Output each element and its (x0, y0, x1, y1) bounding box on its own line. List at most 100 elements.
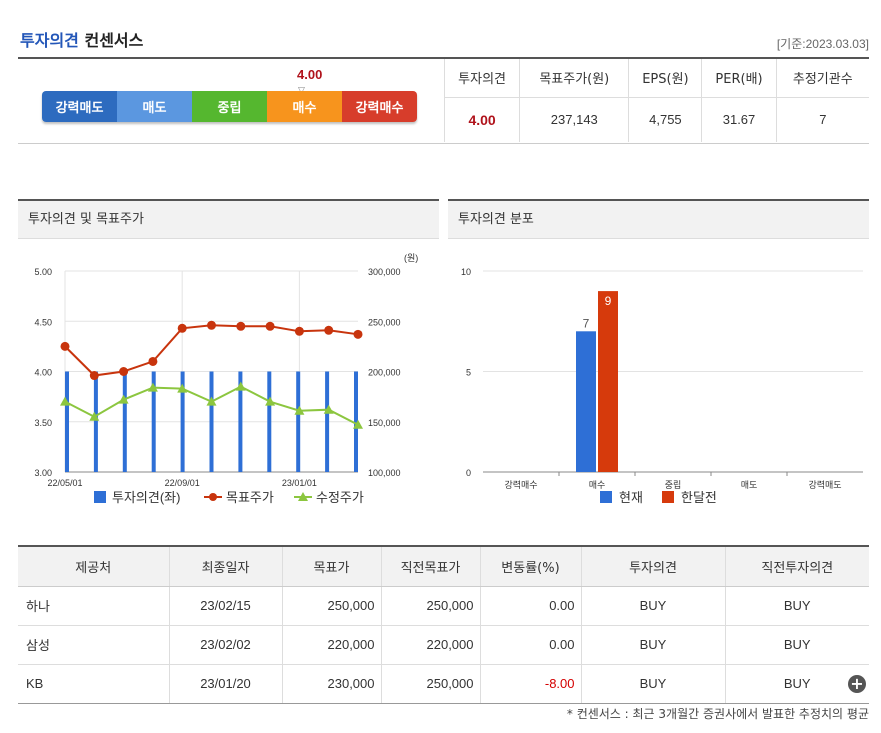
opinion-target-chart: 5.00 4.50 4.00 3.50 3.00 300,000 250,000 200,00… (34, 253, 418, 505)
opinion-bar (122, 371, 127, 472)
page-title: 투자의견 컨센서스 (20, 27, 143, 51)
col-header-prev-opinion: 직전투자의견 (724, 545, 869, 587)
x-tick-label: 22/09/01 (165, 478, 200, 488)
adjusted-price-point (147, 382, 158, 392)
adjusted-price-point (235, 381, 246, 391)
right-tick-label: 150,000 (368, 418, 401, 428)
opinion-bar (238, 371, 243, 472)
x-tick-label: 22/05/01 (47, 478, 82, 488)
distribution-bar (576, 331, 596, 472)
opinion-bar (296, 371, 301, 472)
legend-label: 한달전 (681, 490, 717, 505)
opinion-target-chart-panel: 투자의견 및 목표주가 5.00 4.50 4.00 3.50 3.00 300,000 2… (18, 199, 439, 524)
cell-prev-target: 220,000 (380, 625, 480, 665)
summary-per: 31.67 (701, 97, 777, 142)
adjusted-price-point (323, 404, 334, 414)
table-row: 삼성 23/02/02 220,000 220,000 0.00 BUY BUY (18, 625, 869, 665)
right-tick-label: 200,000 (368, 368, 401, 378)
summary-opinion-value: 4.00 (443, 97, 520, 142)
target-price-point (324, 325, 334, 335)
cell-provider: 하나 (18, 586, 169, 626)
title-highlight: 투자의견 (20, 31, 79, 50)
opinion-bar (354, 371, 358, 472)
opinion-bar (180, 371, 185, 472)
rating-level-buy: 매수 (267, 91, 342, 122)
summary-header: 추정기관수 (775, 59, 869, 98)
cell-date: 23/02/02 (168, 625, 282, 665)
adjusted-price-point (353, 419, 363, 429)
col-header-change: 변동률(%) (479, 545, 581, 587)
target-price-point (60, 341, 70, 351)
unit-label: (원) (404, 253, 418, 263)
cell-opinion: BUY (580, 664, 725, 704)
target-price-point (148, 356, 158, 366)
header-divider (18, 57, 869, 59)
left-tick-label: 3.00 (34, 468, 52, 478)
adjusted-price-point (60, 396, 70, 406)
bar-data-label: 7 (583, 316, 590, 330)
bar-data-label: 9 (605, 294, 612, 308)
cell-provider: 삼성 (18, 625, 169, 665)
summary-header: EPS(원) (628, 59, 702, 98)
col-header-prev-target: 직전목표가 (380, 545, 480, 587)
cell-prev-target: 250,000 (380, 664, 480, 704)
summary-header: 목표주가(원) (519, 59, 629, 98)
rating-level-strong-sell: 강력매도 (42, 91, 117, 122)
opinion-bar (325, 371, 330, 472)
summary-target-price: 237,143 (519, 97, 629, 142)
right-tick-label: 300,000 (368, 267, 401, 277)
cell-target: 220,000 (281, 625, 381, 665)
category-label: 강력매수 (504, 479, 537, 490)
table-row: KB 23/01/20 230,000 250,000 -8.00 BUY BU… (18, 664, 869, 704)
target-price-point (294, 326, 304, 336)
adjusted-price-point (118, 394, 129, 404)
rating-level-strong-buy: 강력매수 (342, 91, 417, 122)
left-tick-label: 5.00 (34, 267, 52, 277)
target-price-line (64, 324, 359, 377)
rating-level-hold: 중립 (192, 91, 267, 122)
cell-prev-target: 250,000 (380, 586, 480, 626)
target-price-point (236, 321, 246, 331)
target-price-point (119, 367, 129, 376)
cell-target: 250,000 (281, 586, 381, 626)
cell-change: -8.00 (479, 664, 581, 704)
legend-label: 현재 (619, 490, 643, 505)
rating-score: 4.00 (297, 67, 323, 82)
summary-eps: 4,755 (628, 97, 702, 142)
target-price-point (177, 323, 187, 333)
opinion-bar (267, 371, 272, 472)
footnote: * 컨센서스 : 최근 3개월간 증권사에서 발표한 추정치의 평균 (566, 707, 869, 721)
legend-swatch (662, 491, 674, 503)
col-header-date: 최종일자 (168, 545, 282, 587)
adjusted-price-point (89, 411, 100, 421)
category-label: 중립 (665, 480, 682, 490)
right-tick-label: 250,000 (368, 317, 401, 327)
col-header-target: 목표가 (281, 545, 381, 587)
legend-marker (298, 492, 308, 501)
cell-date: 23/02/15 (168, 586, 282, 626)
category-label: 강력매도 (808, 479, 841, 490)
opinion-bar (209, 371, 214, 472)
rating-scale-bar: 강력매도 매도 중립 매수 강력매수 (42, 91, 417, 122)
y-tick-label: 10 (461, 267, 471, 277)
summary-header: PER(배) (701, 59, 777, 98)
target-price-point (265, 321, 275, 331)
category-label: 매도 (741, 480, 758, 490)
legend-marker (209, 493, 217, 501)
summary-table: 투자의견 목표주가(원) EPS(원) PER(배) 추정기관수 4.00 23… (443, 59, 869, 142)
legend-label: 목표주가 (226, 490, 274, 505)
legend-swatch (94, 491, 106, 503)
x-tick-label: 23/01/01 (282, 478, 317, 488)
cell-target: 230,000 (281, 664, 381, 704)
legend-swatch (600, 491, 612, 503)
adjusted-price-point (294, 405, 305, 415)
cell-opinion: BUY (580, 625, 725, 665)
y-tick-label: 5 (466, 368, 471, 378)
target-price-point (353, 329, 363, 339)
col-header-opinion: 투자의견 (580, 545, 725, 587)
target-price-point (89, 371, 99, 381)
cell-prev-opinion: BUY (724, 625, 869, 665)
plus-circle-icon[interactable]: + (848, 675, 866, 693)
opinion-bar (65, 371, 69, 472)
